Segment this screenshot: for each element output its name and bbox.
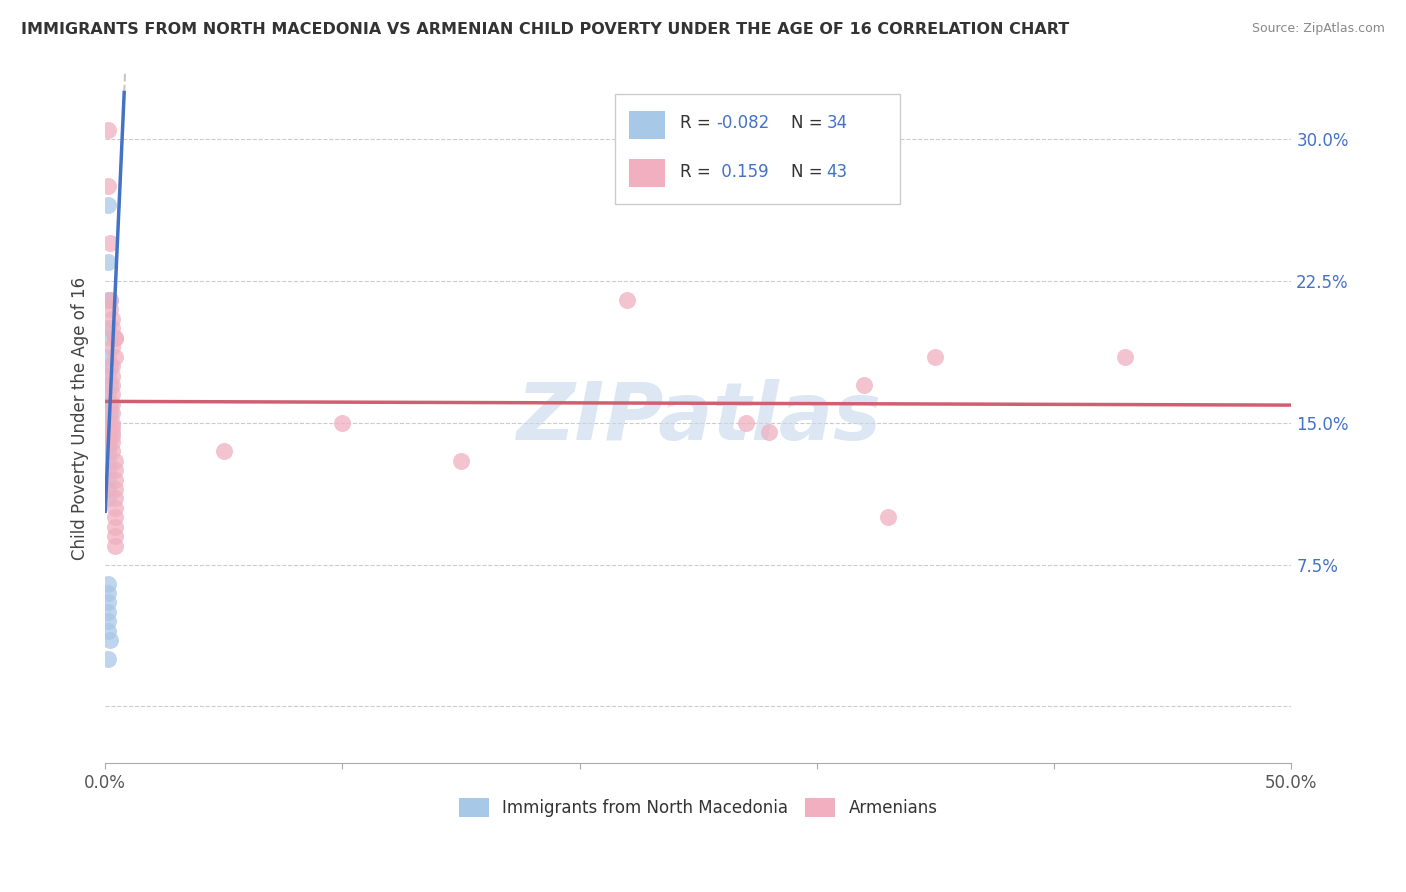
Point (101, 429, 124, 443)
Point (924, 350, 946, 364)
Point (98, 302, 121, 317)
Point (101, 340, 124, 354)
Point (97, 438, 120, 452)
Point (97, 463, 120, 477)
Point (97, 293, 120, 307)
Point (97, 255, 120, 269)
Point (101, 321, 124, 335)
Point (877, 510, 900, 524)
Point (104, 510, 127, 524)
Point (101, 311, 124, 326)
Point (97, 615, 120, 629)
Point (97, 434, 120, 449)
Point (97, 482, 120, 496)
Point (101, 387, 124, 401)
Point (97, 321, 120, 335)
Text: N =: N = (790, 162, 828, 181)
Point (101, 378, 124, 392)
Text: IMMIGRANTS FROM NORTH MACEDONIA VS ARMENIAN CHILD POVERTY UNDER THE AGE OF 16 CO: IMMIGRANTS FROM NORTH MACEDONIA VS ARMEN… (21, 22, 1070, 37)
Y-axis label: Child Poverty Under the Age of 16: Child Poverty Under the Age of 16 (72, 277, 89, 559)
Point (98, 331, 121, 345)
Point (97, 491, 120, 506)
FancyBboxPatch shape (630, 111, 665, 138)
Point (101, 425, 124, 440)
Point (98, 293, 121, 307)
Point (101, 397, 124, 411)
Point (104, 331, 127, 345)
Point (97, 406, 120, 420)
Point (101, 359, 124, 373)
Text: 0.159: 0.159 (716, 162, 769, 181)
Point (98, 293, 121, 307)
Point (104, 491, 127, 506)
Point (98, 378, 121, 392)
Legend: Immigrants from North Macedonia, Armenians: Immigrants from North Macedonia, Armenia… (453, 791, 943, 824)
Point (98, 633, 121, 648)
Point (97, 416, 120, 430)
Point (97, 576, 120, 591)
Point (97, 586, 120, 600)
Point (104, 463, 127, 477)
Point (98, 406, 121, 420)
Point (97, 425, 120, 440)
Point (97, 605, 120, 619)
Point (212, 444, 235, 458)
Point (104, 453, 127, 467)
Point (97, 473, 120, 487)
Point (104, 331, 127, 345)
Point (97, 624, 120, 638)
Point (101, 419, 124, 434)
Point (104, 482, 127, 496)
Point (101, 406, 124, 420)
Point (104, 500, 127, 515)
FancyBboxPatch shape (630, 160, 665, 186)
Point (97, 368, 120, 383)
Point (98, 236, 121, 251)
Point (1114, 350, 1136, 364)
Text: Source: ZipAtlas.com: Source: ZipAtlas.com (1251, 22, 1385, 36)
Point (97, 595, 120, 609)
Point (97, 387, 120, 401)
Point (101, 434, 124, 449)
Point (101, 368, 124, 383)
Point (97, 429, 120, 443)
Point (758, 425, 780, 440)
Point (104, 350, 127, 364)
Point (97, 198, 120, 212)
Text: R =: R = (681, 162, 717, 181)
Point (97, 444, 120, 458)
Point (98, 359, 121, 373)
Point (104, 529, 127, 543)
Point (104, 520, 127, 534)
Text: 43: 43 (827, 162, 848, 181)
Point (101, 444, 124, 458)
Point (97, 419, 120, 434)
FancyBboxPatch shape (616, 94, 900, 204)
Point (98, 397, 121, 411)
Point (97, 350, 120, 364)
Point (104, 539, 127, 553)
Text: R =: R = (681, 114, 717, 132)
Point (734, 416, 756, 430)
Point (450, 453, 472, 467)
Point (101, 416, 124, 430)
Point (332, 416, 354, 430)
Point (97, 179, 120, 194)
Point (104, 473, 127, 487)
Text: 34: 34 (827, 114, 848, 132)
Point (616, 293, 638, 307)
Text: N =: N = (790, 114, 828, 132)
Point (97, 652, 120, 666)
Point (97, 453, 120, 467)
Point (97, 122, 120, 136)
Text: -0.082: -0.082 (716, 114, 769, 132)
Point (853, 378, 876, 392)
Text: ZIPatlas: ZIPatlas (516, 379, 880, 457)
